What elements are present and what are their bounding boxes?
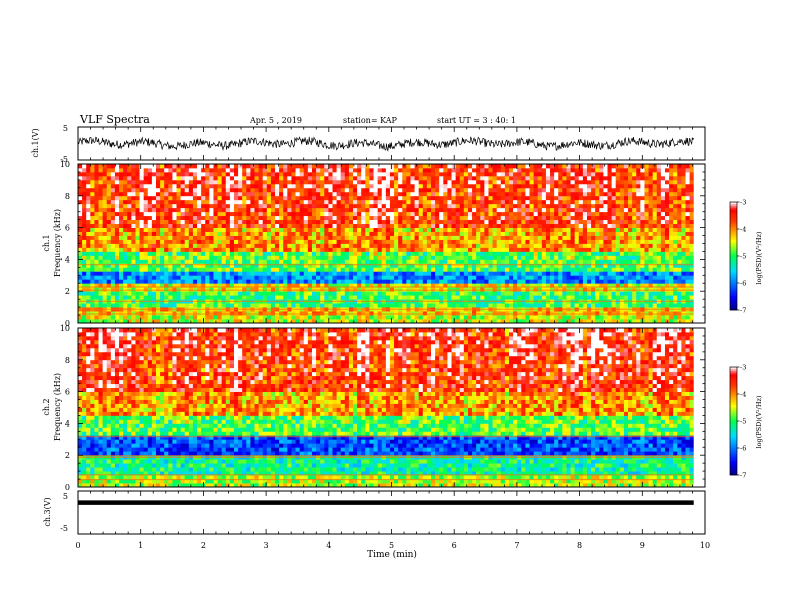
ch1-spectrogram-image <box>78 164 705 324</box>
ch1-colorbar: -3 -4 -5 -6 -7 log(PSD)(V²/Hz) <box>729 199 763 315</box>
ch1-ytick-top: 5 <box>63 124 68 133</box>
ch3-ytick-top: 5 <box>63 492 68 501</box>
date-label: Apr. 5 , 2019 <box>249 116 302 125</box>
ch2-spectrogram-x-ticks <box>77 328 706 487</box>
frequency-tick-label: 6 <box>65 388 70 397</box>
frequency-tick-label: 10 <box>60 324 70 333</box>
time-tick-label: 5 <box>389 541 394 550</box>
ch2-spectrogram-ylabel-freq: Frequency (kHz) <box>53 373 62 441</box>
frequency-tick-label: 0 <box>65 319 70 328</box>
frequency-tick-label: 2 <box>65 451 70 460</box>
ch2-colorbar: -3 -4 -5 -6 -7 log(PSD)(V²/Hz) <box>729 364 763 480</box>
ch1-spectrogram-panel: ch.1 Frequency (kHz) 0 2 4 6 8 10 <box>42 160 706 328</box>
station-label: station= KAP <box>343 116 398 125</box>
ch2-spectrogram-y-ticks: 0 2 4 6 8 10 <box>60 324 705 492</box>
time-tick-label: 10 <box>700 541 710 550</box>
colorbar-tick-label: -3 <box>740 199 746 207</box>
ch3-waveform-x-ticks <box>77 491 706 534</box>
colorbar-tick-label: -7 <box>740 307 746 315</box>
ch1-spectrogram-y-ticks: 0 2 4 6 8 10 <box>60 160 705 328</box>
ch3-waveform-panel: ch.3(V) 5 -5 0 1 2 3 4 5 6 7 8 9 10 Time (min) <box>43 490 710 560</box>
frequency-tick-label: 0 <box>65 483 70 492</box>
frequency-tick-label: 8 <box>65 192 70 201</box>
colorbar-tick-label: -3 <box>740 364 746 372</box>
ch1-spectrogram-x-ticks <box>77 164 706 323</box>
figure-title: VLF Spectra <box>79 113 150 126</box>
colorbar-tick-label: -5 <box>740 418 746 426</box>
ch2-spectrogram-image <box>78 328 705 488</box>
time-tick-label: 9 <box>640 541 645 550</box>
time-axis-label: Time (min) <box>367 549 417 560</box>
frequency-tick-label: 10 <box>60 160 70 169</box>
ch3-waveform-ylabel: ch.3(V) <box>43 497 52 526</box>
ch3-waveform-frame <box>77 490 706 535</box>
time-tick-label: 3 <box>264 541 269 550</box>
ch1-spectrogram-ylabel-freq: Frequency (kHz) <box>53 209 62 277</box>
ch2-colorbar-label: log(PSD)(V²/Hz) <box>755 395 763 448</box>
colorbar-tick-label: -4 <box>740 391 746 399</box>
frequency-tick-label: 2 <box>65 287 70 296</box>
time-axis-tick-labels: 0 1 2 3 4 5 6 7 8 9 10 <box>75 541 710 550</box>
time-tick-label: 8 <box>577 541 582 550</box>
colorbar-tick-label: -7 <box>740 472 746 480</box>
frequency-tick-label: 4 <box>65 419 70 428</box>
time-tick-label: 7 <box>514 541 519 550</box>
ch2-spectrogram-panel: ch.2 Frequency (kHz) 0 2 4 6 8 10 <box>42 324 706 492</box>
ch1-waveform-ylabel: ch.1(V) <box>31 128 40 157</box>
ch1-waveform-panel: ch.1(V) 5 -5 <box>31 124 706 164</box>
start-time-label: start UT = 3 : 40: 1 <box>437 116 516 125</box>
ch1-waveform-line <box>77 136 695 152</box>
ch1-colorbar-label: log(PSD)(V²/Hz) <box>755 231 763 284</box>
frequency-tick-label: 6 <box>65 224 70 233</box>
time-tick-label: 1 <box>138 541 143 550</box>
colorbar-tick-label: -6 <box>740 445 746 453</box>
frequency-tick-label: 8 <box>65 356 70 365</box>
colorbar-tick-label: -4 <box>740 226 746 234</box>
time-tick-label: 0 <box>75 541 80 550</box>
ch3-ytick-bottom: -5 <box>60 524 68 533</box>
time-tick-label: 4 <box>326 541 331 550</box>
colorbar-tick-label: -5 <box>740 253 746 261</box>
ch1-spectrogram-ylabel-channel: ch.1 <box>42 234 51 251</box>
frequency-tick-label: 4 <box>65 255 70 264</box>
colorbar-tick-label: -6 <box>740 280 746 288</box>
time-tick-label: 2 <box>201 541 206 550</box>
ch1-waveform-x-ticks <box>77 127 706 160</box>
ch1-ytick-bottom: -5 <box>60 155 68 164</box>
time-tick-label: 6 <box>452 541 457 550</box>
ch2-spectrogram-ylabel-channel: ch.2 <box>42 398 51 415</box>
